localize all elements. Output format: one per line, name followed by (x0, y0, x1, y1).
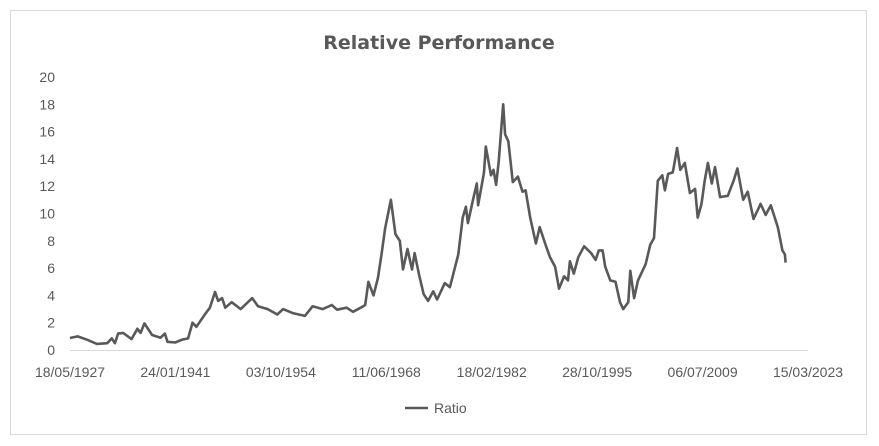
y-tick-label: 0 (47, 342, 55, 358)
x-tick-label: 11/06/1968 (352, 364, 421, 380)
y-tick-label: 14 (39, 151, 55, 167)
x-tick-label: 06/07/2009 (668, 364, 738, 380)
chart-title: Relative Performance (323, 32, 555, 54)
y-tick-label: 10 (39, 206, 55, 222)
y-tick-label: 16 (39, 124, 55, 140)
x-tick-label: 15/03/2023 (773, 364, 843, 380)
series-line-ratio (69, 103, 787, 346)
y-axis: 0 2 4 6 8 10 12 14 16 18 20 (39, 69, 55, 358)
y-tick-label: 6 (47, 260, 55, 276)
x-tick-label: 03/10/1954 (246, 364, 316, 380)
x-axis: 18/05/1927 24/01/1941 03/10/1954 11/06/1968… (35, 364, 843, 380)
y-tick-label: 2 (47, 315, 55, 331)
legend-label-ratio: Ratio (434, 400, 467, 416)
x-tick-label: 28/10/1995 (562, 364, 632, 380)
legend: Ratio (405, 400, 467, 416)
y-tick-label: 20 (39, 69, 55, 85)
x-tick-label: 18/05/1927 (35, 364, 105, 380)
chart-border (10, 10, 867, 435)
x-tick-label: 24/01/1941 (140, 364, 210, 380)
y-tick-label: 8 (47, 233, 55, 249)
y-tick-label: 18 (39, 96, 55, 112)
x-tick-label: 18/02/1982 (457, 364, 527, 380)
y-tick-label: 4 (47, 287, 55, 303)
y-tick-label: 12 (39, 178, 55, 194)
